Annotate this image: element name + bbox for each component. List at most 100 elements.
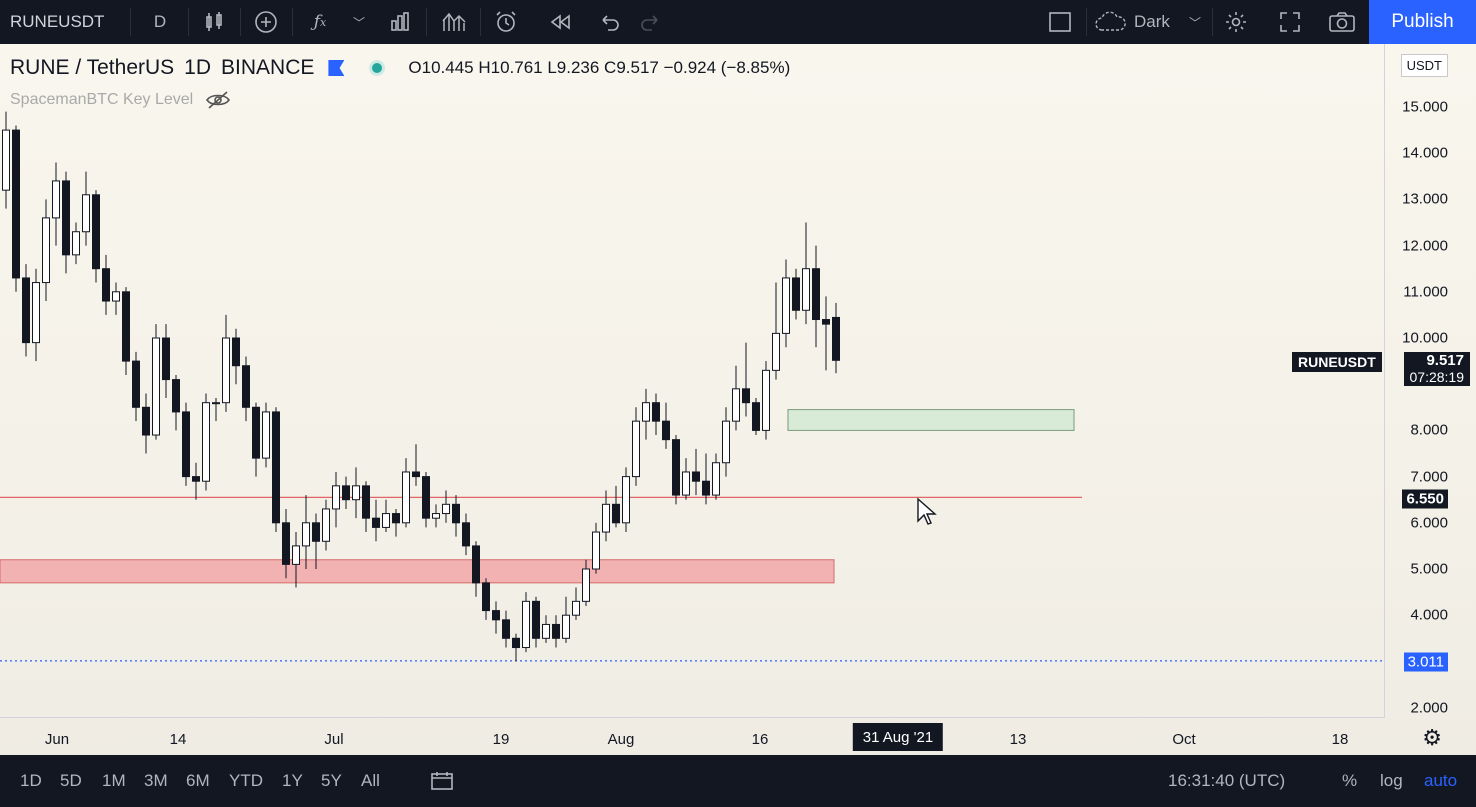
settings-gear-icon[interactable]	[1218, 0, 1254, 44]
layout-icon[interactable]	[1042, 0, 1078, 44]
market-status-icon	[372, 63, 383, 73]
range-1m-button[interactable]: 1M	[102, 771, 126, 790]
price-tick: 6.000	[1410, 514, 1448, 532]
candle-up	[352, 485, 360, 501]
candle-up	[152, 337, 160, 436]
indicator-legend[interactable]: SpacemanBTC Key Level	[10, 90, 231, 110]
candle-up	[2, 129, 10, 191]
chart-legend: RUNE / TetherUS 1D BINANCE O10.445 H10.7…	[10, 56, 790, 80]
theme-label: Dark	[1134, 12, 1170, 31]
candle-up	[432, 513, 440, 519]
fullscreen-icon[interactable]	[1272, 0, 1308, 44]
candle-up	[782, 277, 790, 334]
range-5d-button[interactable]: 5D	[60, 771, 82, 790]
time-axis[interactable]: Jun 14 Jul 19 Aug 16 31 Aug '21 13 Oct 1…	[0, 717, 1385, 755]
candle-down	[462, 522, 470, 547]
price-chart[interactable]	[0, 44, 1385, 717]
redo-icon[interactable]	[632, 0, 668, 44]
candle-down	[742, 388, 750, 404]
candle-down	[452, 503, 460, 524]
clock-display[interactable]: 16:31:40 (UTC)	[1168, 771, 1286, 790]
candle-down	[182, 411, 190, 478]
candle-up	[202, 402, 210, 482]
candle-down	[662, 420, 670, 441]
axis-settings-gear-icon[interactable]: ⚙	[1422, 725, 1442, 750]
candle-up	[772, 332, 780, 371]
symbol-price-tag: RUNEUSDT	[1292, 352, 1382, 372]
percent-scale-button[interactable]: %	[1342, 771, 1358, 790]
support-zone	[0, 559, 835, 584]
auto-scale-button[interactable]: auto	[1424, 771, 1458, 790]
log-scale-button[interactable]: log	[1380, 771, 1403, 790]
alert-clock-icon[interactable]	[488, 0, 524, 44]
candle-up	[602, 503, 610, 533]
interval-button[interactable]: D	[153, 12, 167, 31]
range-1d-button[interactable]: 1D	[20, 771, 42, 790]
flag-icon[interactable]	[328, 60, 345, 76]
candle-up	[522, 600, 530, 649]
publish-button[interactable]: Publish	[1369, 0, 1476, 44]
time-label: Oct	[1172, 731, 1196, 748]
candle-down	[752, 402, 760, 431]
currency-unit-button[interactable]: USDT	[1400, 54, 1448, 77]
chart-area[interactable]: RUNE / TetherUS 1D BINANCE O10.445 H10.7…	[0, 44, 1476, 755]
price-tick: 7.000	[1410, 468, 1448, 486]
candle-up	[642, 402, 650, 422]
crosshair-date: 31 Aug '21	[852, 723, 944, 751]
time-label: 14	[169, 731, 187, 748]
range-ytd-button[interactable]: YTD	[229, 771, 263, 790]
range-5y-button[interactable]: 5Y	[321, 771, 342, 790]
level-price-tag: 6.550	[1402, 489, 1448, 509]
legend-exchange: BINANCE	[221, 56, 315, 79]
legend-pair: RUNE / TetherUS	[10, 56, 175, 79]
legend-interval: 1D	[184, 56, 212, 79]
time-label: 19	[492, 731, 510, 748]
candle-down	[62, 180, 70, 256]
symbol-search-button[interactable]: RUNEUSDT	[10, 12, 105, 31]
candle-down	[482, 582, 490, 612]
theme-button[interactable]: Dark	[1094, 0, 1184, 44]
bar-style-icon[interactable]	[196, 0, 232, 44]
chevron-down-icon[interactable]: ﹀	[352, 15, 365, 30]
candle-down	[502, 619, 510, 639]
candle-down	[282, 522, 290, 565]
chevron-down-icon[interactable]: ﹀	[1188, 15, 1201, 30]
candle-down	[812, 268, 820, 321]
time-label: Jul	[324, 731, 344, 748]
replay-icon[interactable]	[542, 0, 578, 44]
undo-icon[interactable]	[592, 0, 628, 44]
candle-down	[102, 268, 110, 302]
candle-down	[312, 522, 320, 542]
range-3m-button[interactable]: 3M	[144, 771, 168, 790]
candle-down	[832, 316, 840, 361]
range-all-button[interactable]: All	[361, 771, 380, 790]
candle-up	[442, 503, 450, 515]
templates-icon[interactable]	[436, 0, 472, 44]
price-axis[interactable]: 1 USDT 15.00014.00013.00012.00011.00010.…	[1384, 44, 1476, 717]
candle-down	[392, 513, 400, 524]
price-tick: 15.000	[1402, 98, 1448, 116]
candle-up	[82, 194, 90, 233]
candle-down	[162, 337, 170, 381]
candle-down	[512, 637, 520, 649]
price-tick: 11.000	[1403, 283, 1448, 301]
candle-up	[622, 476, 630, 524]
bar-countdown: 07:28:19	[1409, 369, 1465, 385]
camera-icon[interactable]	[1322, 0, 1362, 44]
range-1y-button[interactable]: 1Y	[282, 771, 303, 790]
candle-down	[372, 517, 380, 528]
financials-icon[interactable]	[382, 0, 418, 44]
price-tick: 13.000	[1402, 190, 1448, 208]
candle-down	[792, 277, 800, 311]
candle-up	[682, 471, 690, 496]
compare-add-icon[interactable]	[248, 0, 284, 44]
range-6m-button[interactable]: 6M	[186, 771, 210, 790]
candle-down	[132, 360, 140, 408]
eye-hidden-icon[interactable]	[205, 90, 231, 110]
candle-down	[552, 623, 560, 639]
candle-up	[322, 508, 330, 542]
candle-down	[232, 337, 240, 367]
go-to-date-icon[interactable]	[430, 755, 454, 807]
candle-up	[542, 623, 550, 639]
